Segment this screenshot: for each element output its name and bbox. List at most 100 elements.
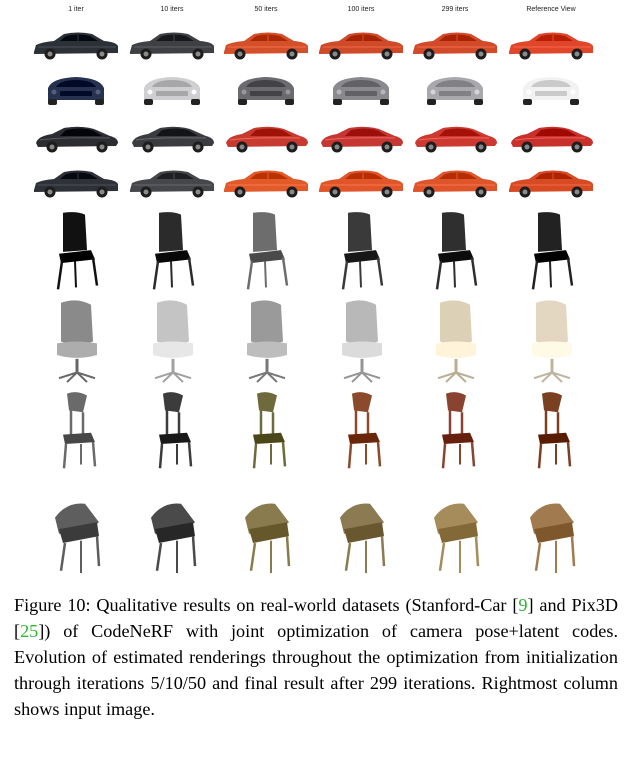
car-render-image [415, 126, 497, 152]
column-header-2: 10 iters [160, 6, 184, 13]
car-render-image [224, 170, 308, 198]
car-render-image [509, 32, 593, 59]
chair-render-image [151, 503, 197, 574]
render-car-row2-col5 [407, 67, 503, 112]
car-render-image [224, 32, 308, 59]
render-car-row1-col1 [28, 22, 124, 67]
car-render-image [511, 126, 593, 152]
render-chair-row8-col6 [503, 474, 599, 582]
render-chair-row8-col2 [124, 474, 220, 582]
car-render-image [226, 126, 308, 152]
column-header-5: 299 iters [441, 6, 469, 13]
chair-render-image [62, 392, 97, 469]
chair-render-image [152, 212, 195, 290]
car-render-image [34, 32, 118, 59]
chair-render-image [435, 212, 478, 290]
car-render-image [130, 170, 214, 198]
render-chair-row5-col3 [218, 207, 314, 295]
render-chair-row6-col3 [218, 295, 314, 386]
render-chair-row5-col6 [503, 207, 599, 295]
render-chair-row6-col6 [503, 295, 599, 386]
car-render-image [144, 76, 200, 105]
car-render-image [130, 32, 214, 59]
render-chair-row7-col3 [218, 386, 314, 474]
render-car-row4-col5 [407, 159, 503, 207]
chair-render-image [347, 392, 382, 469]
car-render-image [319, 170, 403, 198]
render-chair-row8-col4 [313, 474, 409, 582]
chair-render-image [245, 503, 291, 574]
render-chair-row8-col5 [407, 474, 503, 582]
render-chair-row6-col1 [28, 295, 124, 386]
chair-render-image [56, 212, 99, 290]
render-car-row2-col6 [503, 67, 599, 112]
results-grid [0, 22, 629, 582]
car-render-image [509, 170, 593, 198]
citation-pix3d[interactable]: 25 [20, 621, 39, 641]
render-car-row3-col1 [28, 112, 124, 159]
chair-render-image [342, 300, 382, 383]
render-chair-row7-col6 [503, 386, 599, 474]
car-render-image [132, 126, 214, 152]
car-render-image [238, 76, 294, 105]
figure-caption: Figure 10: Qualitative results on real-w… [14, 592, 618, 722]
caption-iterations-math: 5/10/50 [150, 673, 207, 693]
render-car-row2-col1 [28, 67, 124, 112]
render-chair-row7-col2 [124, 386, 220, 474]
render-car-row4-col2 [124, 159, 220, 207]
car-render-image [321, 126, 403, 152]
render-car-row4-col6 [503, 159, 599, 207]
chair-render-image [531, 212, 574, 290]
render-car-row1-col3 [218, 22, 314, 67]
render-chair-row6-col5 [407, 295, 503, 386]
render-car-row2-col4 [313, 67, 409, 112]
render-chair-row5-col4 [313, 207, 409, 295]
chair-render-image [436, 300, 476, 383]
car-render-image [319, 32, 403, 59]
car-render-image [333, 76, 389, 105]
render-car-row3-col6 [503, 112, 599, 159]
car-render-image [34, 170, 118, 198]
car-render-image [413, 32, 497, 59]
chair-render-image [434, 503, 480, 574]
render-chair-row5-col2 [124, 207, 220, 295]
citation-stanford-car[interactable]: 9 [518, 595, 528, 615]
caption-suffix: and final result after 299 iterations. R… [14, 673, 618, 719]
render-chair-row7-col4 [313, 386, 409, 474]
car-render-image [427, 76, 483, 105]
render-car-row4-col4 [313, 159, 409, 207]
caption-mid2: ]) of CodeNeRF with joint optimization o… [14, 621, 618, 693]
render-car-row2-col2 [124, 67, 220, 112]
chair-render-image [340, 503, 386, 574]
render-car-row4-col1 [28, 159, 124, 207]
chair-render-image [341, 212, 384, 290]
chair-render-image [252, 392, 287, 469]
render-chair-row8-col1 [28, 474, 124, 582]
chair-render-image [441, 392, 476, 469]
render-chair-row6-col2 [124, 295, 220, 386]
render-car-row3-col5 [407, 112, 503, 159]
chair-render-image [57, 300, 97, 383]
chair-render-image [247, 300, 287, 383]
render-chair-row5-col1 [28, 207, 124, 295]
render-car-row1-col2 [124, 22, 220, 67]
render-car-row3-col2 [124, 112, 220, 159]
car-render-image [48, 76, 104, 105]
render-car-row1-col4 [313, 22, 409, 67]
chair-render-image [153, 300, 193, 383]
render-car-row4-col3 [218, 159, 314, 207]
render-chair-row7-col1 [28, 386, 124, 474]
chair-render-image [537, 392, 572, 469]
column-header-4: 100 iters [347, 6, 375, 13]
render-car-row2-col3 [218, 67, 314, 112]
chair-render-image [246, 212, 289, 290]
column-headers: 1 iter 10 iters 50 iters 100 iters 299 iters… [0, 6, 629, 20]
column-header-1: 1 iter [68, 6, 84, 13]
chair-render-image [55, 503, 101, 574]
render-car-row1-col5 [407, 22, 503, 67]
column-header-6: Reference View [526, 6, 576, 13]
chair-render-image [532, 300, 572, 383]
render-chair-row6-col4 [313, 295, 409, 386]
car-render-image [523, 76, 579, 105]
column-header-3: 50 iters [254, 6, 278, 13]
